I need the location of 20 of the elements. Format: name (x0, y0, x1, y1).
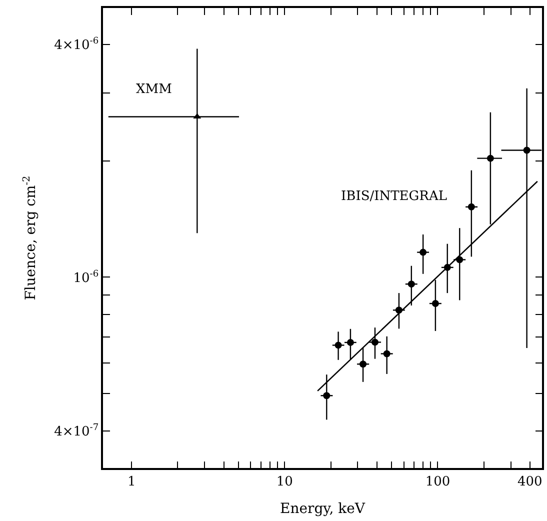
text: XMM (136, 82, 172, 97)
x-axis-title: Energy, keV (280, 501, 366, 518)
point (334, 342, 342, 349)
point (346, 338, 354, 346)
point (383, 350, 390, 358)
point (371, 338, 378, 346)
x-tick-label: 100 (425, 474, 450, 490)
point (360, 360, 367, 368)
y-tick-label: 10$^{-6}$ (73, 269, 99, 286)
point (468, 203, 475, 210)
x-tick-label: 10 (276, 474, 293, 490)
y-tick-label: 4×10$^{-7}$ (54, 423, 99, 440)
x-tick-label: 400 (517, 474, 542, 490)
series-label: IBIS/INTEGRAL (341, 189, 448, 204)
point (420, 248, 427, 256)
point (432, 300, 439, 308)
point (323, 392, 330, 400)
point (408, 280, 415, 288)
x-tick-label: 1 (127, 474, 136, 490)
y-tick-label: 4×10$^{-6}$ (54, 36, 99, 54)
